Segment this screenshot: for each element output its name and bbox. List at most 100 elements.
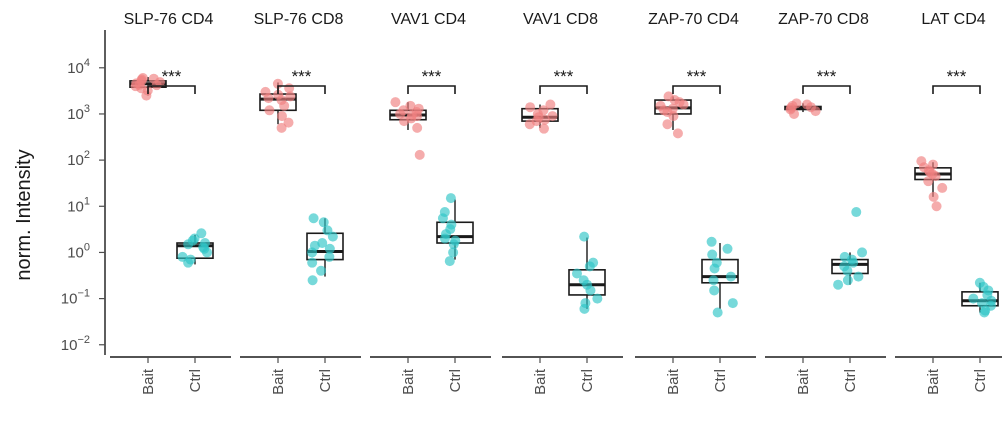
data-point xyxy=(672,128,683,139)
data-point xyxy=(322,225,333,236)
data-point xyxy=(727,298,738,309)
data-point xyxy=(712,307,723,318)
data-point xyxy=(592,293,603,304)
significance-bracket xyxy=(672,85,721,94)
data-point xyxy=(545,99,556,110)
data-point xyxy=(137,73,148,84)
data-point xyxy=(324,251,335,262)
significance-label: *** xyxy=(947,67,967,86)
data-point xyxy=(318,217,329,228)
panel-title: SLP-76 CD8 xyxy=(254,11,344,28)
data-point xyxy=(851,207,862,218)
data-point xyxy=(662,119,673,130)
data-point xyxy=(663,91,674,102)
x-tick-label: Ctrl xyxy=(712,369,729,392)
panel-title: VAV1 CD8 xyxy=(523,11,598,28)
data-point xyxy=(931,201,942,212)
panel-title: ZAP-70 CD8 xyxy=(778,11,869,28)
y-tick-label: 104 xyxy=(67,57,90,77)
data-point xyxy=(853,271,864,282)
data-point xyxy=(708,275,719,286)
data-point xyxy=(445,193,456,204)
data-point xyxy=(324,243,335,254)
x-tick-label: Bait xyxy=(795,368,812,395)
data-point xyxy=(857,247,868,258)
panels: SLP-76 CD4 Bait Ctrl *** SLP-76 CD8 Bait Ctrl *… xyxy=(110,11,1002,395)
significance-label: *** xyxy=(292,67,312,86)
y-tick-label: 102 xyxy=(67,149,90,169)
x-tick-label: Bait xyxy=(925,368,942,395)
data-point xyxy=(439,207,450,218)
data-point xyxy=(525,102,536,113)
data-point xyxy=(928,159,939,170)
data-point xyxy=(547,111,558,122)
data-point xyxy=(264,105,275,116)
data-point xyxy=(927,169,938,180)
significance-label: *** xyxy=(817,67,837,86)
data-point xyxy=(588,257,599,268)
data-point xyxy=(309,240,320,251)
data-point xyxy=(276,111,287,122)
x-tick-label: Bait xyxy=(140,368,157,395)
data-point xyxy=(151,80,162,91)
y-tick-label: 100 xyxy=(67,241,90,261)
data-point xyxy=(977,298,988,309)
x-tick-label: Ctrl xyxy=(579,369,596,392)
data-point xyxy=(578,275,589,286)
significance-label: *** xyxy=(162,67,182,86)
data-point xyxy=(307,275,318,286)
data-point xyxy=(283,117,294,128)
data-point xyxy=(709,285,720,296)
data-point xyxy=(802,99,813,110)
data-point xyxy=(791,98,802,109)
panel: VAV1 CD8 Bait Ctrl *** xyxy=(502,11,623,395)
significance-bracket xyxy=(277,85,326,94)
panel-title: SLP-76 CD4 xyxy=(124,11,214,28)
panel: LAT CD4 Bait Ctrl *** xyxy=(895,11,1002,395)
data-point xyxy=(839,261,850,272)
data-point xyxy=(842,275,853,286)
data-point xyxy=(413,103,424,114)
panel: SLP-76 CD4 Bait Ctrl *** xyxy=(110,11,231,395)
data-point xyxy=(199,243,210,254)
data-point xyxy=(937,182,948,193)
data-point xyxy=(916,156,927,167)
x-tick-label: Ctrl xyxy=(317,369,334,392)
data-point xyxy=(974,277,985,288)
significance-bracket xyxy=(147,85,196,94)
panel-title: ZAP-70 CD4 xyxy=(648,11,739,28)
x-tick-label: Bait xyxy=(665,368,682,395)
data-point xyxy=(722,243,733,254)
data-point xyxy=(659,105,670,116)
y-tick-label: 10−2 xyxy=(61,334,90,354)
data-point xyxy=(725,271,736,282)
data-point xyxy=(711,257,722,268)
x-tick-label: Bait xyxy=(270,368,287,395)
data-point xyxy=(833,279,844,290)
data-point xyxy=(448,247,459,258)
data-point xyxy=(398,105,409,116)
y-axis: 10−2 10−1 100 101 102 103 104 xyxy=(61,30,106,355)
data-point xyxy=(196,228,207,239)
data-point xyxy=(185,254,196,265)
panel: SLP-76 CD8 Bait Ctrl *** xyxy=(240,11,361,395)
data-point xyxy=(414,149,425,160)
significance-bracket xyxy=(539,85,588,94)
data-point xyxy=(307,257,318,268)
data-point xyxy=(839,251,850,262)
panel-title: VAV1 CD4 xyxy=(391,11,466,28)
significance-bracket xyxy=(932,85,981,94)
y-axis-label: norm. Intensity xyxy=(13,149,35,280)
data-point xyxy=(531,116,542,127)
x-tick-label: Ctrl xyxy=(972,369,989,392)
data-point xyxy=(390,97,401,108)
y-tick-label: 101 xyxy=(67,195,90,215)
significance-bracket xyxy=(407,85,456,94)
x-tick-label: Bait xyxy=(532,368,549,395)
data-point xyxy=(707,249,718,260)
data-point xyxy=(406,109,417,120)
data-point xyxy=(308,213,319,224)
data-point xyxy=(177,251,188,262)
data-point xyxy=(285,91,296,102)
